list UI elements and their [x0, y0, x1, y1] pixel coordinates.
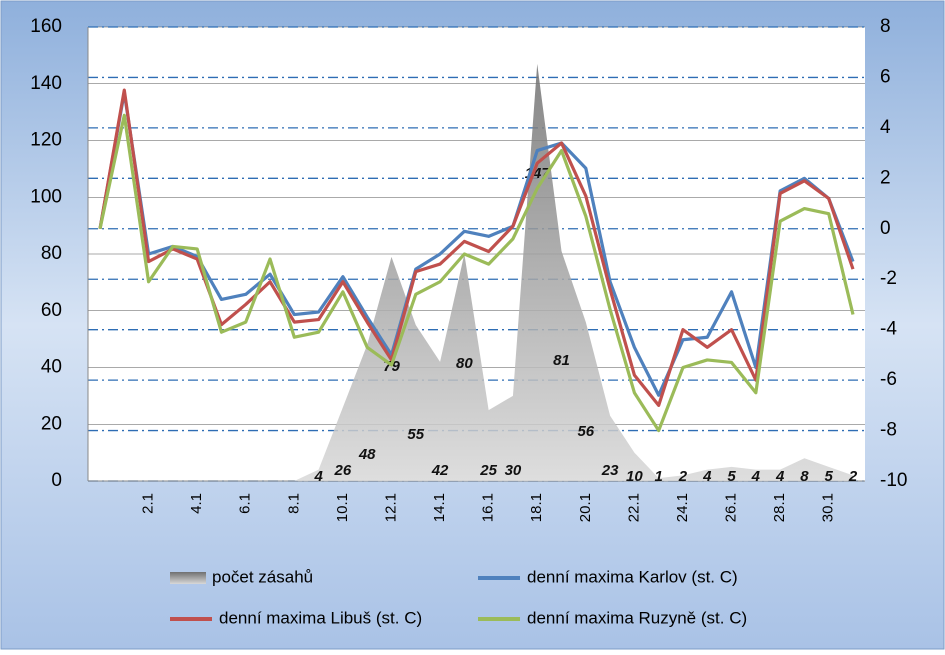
data-label: 25	[479, 462, 497, 479]
x-tick-label: 20.1	[577, 493, 594, 522]
data-label: 8	[800, 468, 809, 485]
y-tick-label: 0	[51, 470, 62, 491]
y-tick-label: 160	[30, 16, 62, 37]
data-label: 80	[456, 355, 473, 372]
data-label: 48	[358, 446, 376, 463]
data-label: 2	[848, 468, 858, 485]
data-label: 56	[577, 423, 594, 440]
y2-tick-label: 4	[880, 117, 891, 138]
y2-tick-label: -6	[880, 369, 897, 390]
data-label: 4	[313, 468, 323, 485]
data-label: 5	[727, 468, 736, 485]
data-label: 5	[825, 468, 834, 485]
legend-label: denní maxima Libuš (st. C)	[219, 608, 422, 627]
y-tick-label: 40	[41, 357, 62, 378]
x-tick-label: 18.1	[528, 493, 545, 522]
data-label: 30	[505, 462, 522, 479]
legend-label: denní maxima Karlov (st. C)	[527, 567, 738, 586]
x-tick-label: 8.1	[285, 493, 302, 514]
line	[98, 88, 855, 407]
data-label: 2	[678, 468, 688, 485]
legend-swatch	[170, 572, 206, 584]
legend-label: denní maxima Ruzyně (st. C)	[527, 608, 747, 627]
line	[98, 90, 855, 397]
legend-label: počet zásahů	[212, 567, 313, 586]
y2-tick-label: -2	[880, 268, 897, 289]
x-tick-label: 14.1	[431, 493, 448, 522]
y2-tick-label: 8	[880, 16, 891, 37]
x-tick-label: 24.1	[674, 493, 691, 522]
y2-tick-label: 0	[880, 218, 891, 239]
x-tick-label: 2.1	[140, 493, 157, 514]
x-tick-label: 26.1	[723, 493, 740, 522]
y2-tick-label: 2	[880, 167, 891, 188]
y2-tick-label: -8	[880, 420, 897, 441]
data-label: 81	[553, 352, 570, 369]
x-tick-label: 30.1	[820, 493, 837, 522]
area	[100, 63, 853, 481]
x-tick-label: 10.1	[334, 493, 351, 522]
data-label: 4	[775, 468, 785, 485]
y2-tick-label: 6	[880, 66, 891, 87]
y-tick-label: 20	[41, 413, 62, 434]
y-tick-label: 120	[30, 130, 62, 151]
data-label: 23	[601, 462, 619, 479]
line	[98, 113, 855, 433]
x-tick-label: 4.1	[188, 493, 205, 514]
data-label: 4	[751, 468, 761, 485]
data-label: 1	[655, 468, 663, 485]
x-tick-label: 6.1	[237, 493, 254, 514]
data-label: 55	[407, 426, 424, 443]
y-tick-label: 140	[30, 73, 62, 94]
x-tick-label: 12.1	[382, 493, 399, 522]
data-label: 10	[626, 468, 643, 485]
y-tick-label: 60	[41, 300, 62, 321]
y2-tick-label: -4	[880, 319, 897, 340]
y-tick-label: 100	[30, 186, 62, 207]
y-tick-label: 80	[41, 243, 62, 264]
data-label: 4	[702, 468, 712, 485]
data-label: 42	[431, 462, 449, 479]
data-label: 26	[334, 462, 352, 479]
y2-tick-label: -10	[880, 470, 907, 491]
x-tick-label: 16.1	[480, 493, 497, 522]
x-tick-label: 22.1	[625, 493, 642, 522]
x-tick-label: 28.1	[771, 493, 788, 522]
